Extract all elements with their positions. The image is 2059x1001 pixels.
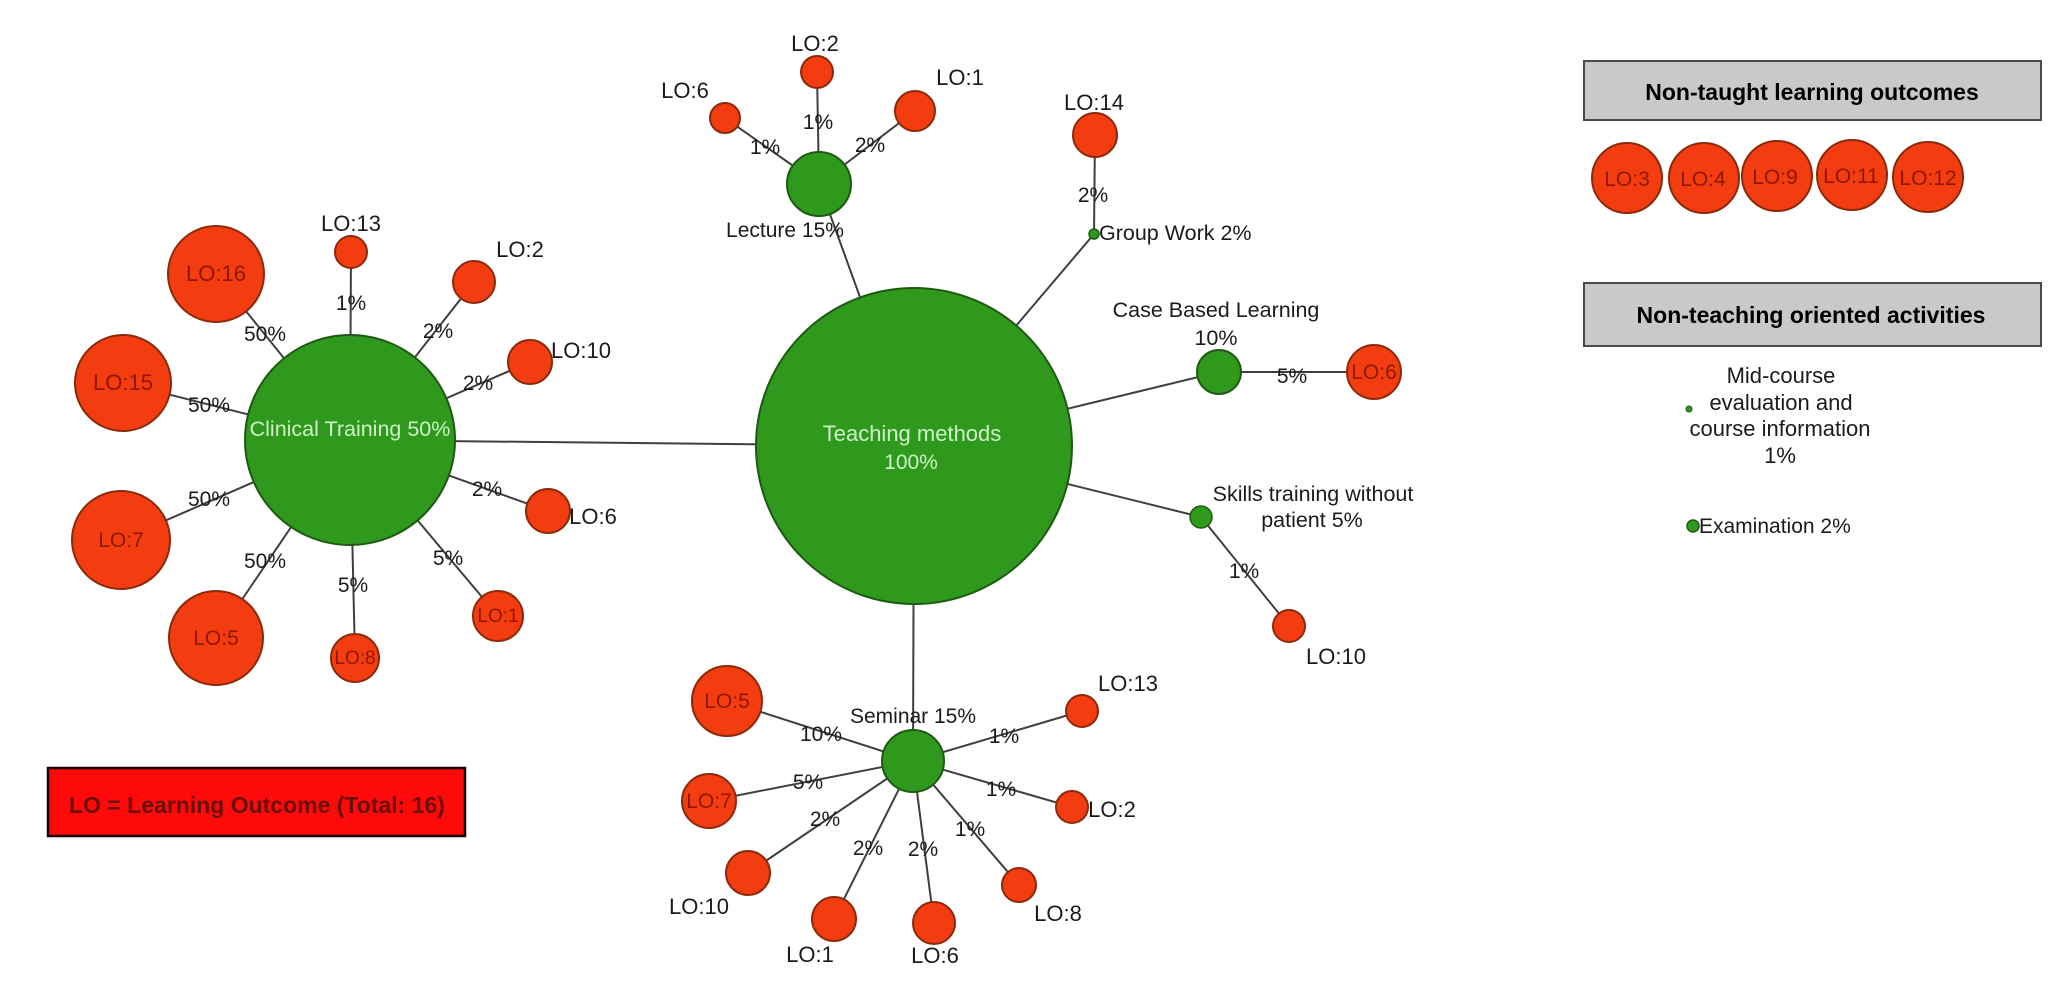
svg-text:LO = Learning Outcome (Total:: LO = Learning Outcome (Total: 16) [69, 792, 445, 818]
svg-text:Clinical Training 50%: Clinical Training 50% [250, 417, 451, 441]
svg-text:2%: 2% [853, 837, 883, 860]
svg-text:LO:10: LO:10 [1306, 644, 1366, 669]
svg-text:5%: 5% [793, 771, 823, 794]
svg-text:LO:12: LO:12 [1899, 167, 1956, 190]
svg-text:LO:6: LO:6 [569, 504, 617, 529]
svg-text:Teaching methods: Teaching methods [823, 421, 1002, 446]
svg-text:LO:1: LO:1 [936, 65, 984, 90]
svg-text:Non-taught learning outcomes: Non-taught learning outcomes [1645, 79, 1979, 105]
svg-text:LO:15: LO:15 [93, 370, 153, 395]
svg-text:50%: 50% [188, 488, 230, 511]
svg-text:LO:9: LO:9 [1752, 166, 1798, 189]
svg-text:1%: 1% [336, 292, 366, 315]
svg-text:1%: 1% [955, 818, 985, 841]
svg-text:LO:16: LO:16 [186, 261, 246, 286]
svg-text:5%: 5% [338, 574, 368, 597]
svg-text:5%: 5% [433, 547, 463, 570]
svg-text:50%: 50% [244, 323, 286, 346]
svg-text:2%: 2% [908, 838, 938, 861]
svg-text:Mid-course: Mid-course [1727, 363, 1836, 388]
svg-text:LO:11: LO:11 [1823, 165, 1879, 188]
svg-text:100%: 100% [884, 451, 938, 474]
svg-text:1%: 1% [803, 111, 833, 134]
svg-text:2%: 2% [472, 478, 502, 501]
svg-text:Seminar 15%: Seminar 15% [850, 705, 976, 728]
svg-text:2%: 2% [855, 134, 885, 157]
svg-text:LO:6: LO:6 [1351, 361, 1397, 384]
svg-text:patient 5%: patient 5% [1261, 508, 1363, 532]
svg-text:1%: 1% [989, 725, 1019, 748]
svg-text:LO:5: LO:5 [193, 627, 239, 650]
svg-text:Case Based Learning: Case Based Learning [1113, 298, 1320, 322]
svg-text:2%: 2% [463, 372, 493, 395]
svg-text:Group Work 2%: Group Work 2% [1099, 221, 1252, 245]
svg-text:2%: 2% [1078, 184, 1108, 207]
svg-text:LO:13: LO:13 [321, 211, 381, 236]
svg-text:LO:10: LO:10 [551, 338, 611, 363]
svg-text:course information: course information [1690, 416, 1871, 441]
svg-text:LO:1: LO:1 [477, 606, 518, 627]
svg-text:LO:13: LO:13 [1098, 671, 1158, 696]
svg-text:LO:7: LO:7 [686, 790, 732, 813]
svg-text:LO:8: LO:8 [334, 648, 375, 669]
svg-text:LO:4: LO:4 [1680, 168, 1726, 191]
svg-text:1%: 1% [750, 136, 780, 159]
svg-text:2%: 2% [423, 320, 453, 343]
svg-text:LO:2: LO:2 [1088, 797, 1136, 822]
svg-text:Lecture 15%: Lecture 15% [726, 219, 844, 242]
svg-text:1%: 1% [1229, 560, 1259, 583]
svg-text:5%: 5% [1277, 365, 1307, 388]
svg-text:10%: 10% [800, 723, 842, 746]
svg-text:LO:6: LO:6 [911, 943, 959, 968]
svg-text:LO:3: LO:3 [1604, 168, 1650, 191]
svg-text:50%: 50% [244, 550, 286, 573]
svg-text:1%: 1% [986, 778, 1016, 801]
svg-text:LO:2: LO:2 [791, 31, 839, 56]
svg-text:LO:8: LO:8 [1034, 901, 1082, 926]
svg-text:LO:5: LO:5 [704, 690, 750, 713]
svg-text:LO:7: LO:7 [98, 529, 144, 552]
svg-text:LO:1: LO:1 [786, 942, 834, 967]
svg-text:2%: 2% [810, 808, 840, 831]
svg-text:10%: 10% [1194, 326, 1237, 350]
svg-text:LO:6: LO:6 [661, 78, 709, 103]
svg-text:evaluation and: evaluation and [1709, 390, 1852, 415]
svg-text:LO:10: LO:10 [669, 894, 729, 919]
svg-text:1%: 1% [1764, 443, 1796, 468]
svg-text:LO:2: LO:2 [496, 237, 544, 262]
svg-text:LO:14: LO:14 [1064, 90, 1124, 115]
svg-text:50%: 50% [188, 394, 230, 417]
svg-text:Skills training without: Skills training without [1213, 482, 1414, 506]
svg-text:Non-teaching oriented activiti: Non-teaching oriented activities [1637, 302, 1986, 328]
svg-text:Examination 2%: Examination 2% [1699, 515, 1851, 538]
